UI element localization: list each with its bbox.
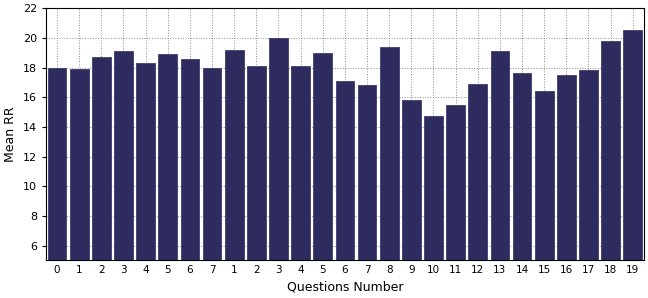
Bar [513, 73, 531, 298]
Bar [158, 54, 177, 298]
Bar [579, 71, 598, 298]
Bar [535, 91, 553, 298]
Bar [336, 81, 354, 298]
Y-axis label: Mean RR: Mean RR [4, 106, 17, 162]
Bar [314, 53, 332, 298]
Bar [424, 117, 443, 298]
Bar [181, 59, 200, 298]
X-axis label: Questions Number: Questions Number [286, 281, 403, 294]
Bar [136, 63, 155, 298]
Bar [402, 100, 421, 298]
Bar [48, 68, 67, 298]
Bar [291, 66, 310, 298]
Bar [380, 47, 399, 298]
Bar [446, 105, 465, 298]
Bar [557, 75, 575, 298]
Bar [92, 57, 111, 298]
Bar [70, 69, 89, 298]
Bar [114, 51, 133, 298]
Bar [225, 50, 244, 298]
Bar [358, 85, 376, 298]
Bar [469, 84, 487, 298]
Bar [491, 51, 509, 298]
Bar [247, 66, 266, 298]
Bar [601, 41, 620, 298]
Bar [203, 68, 222, 298]
Bar [623, 30, 642, 298]
Bar [269, 38, 288, 298]
